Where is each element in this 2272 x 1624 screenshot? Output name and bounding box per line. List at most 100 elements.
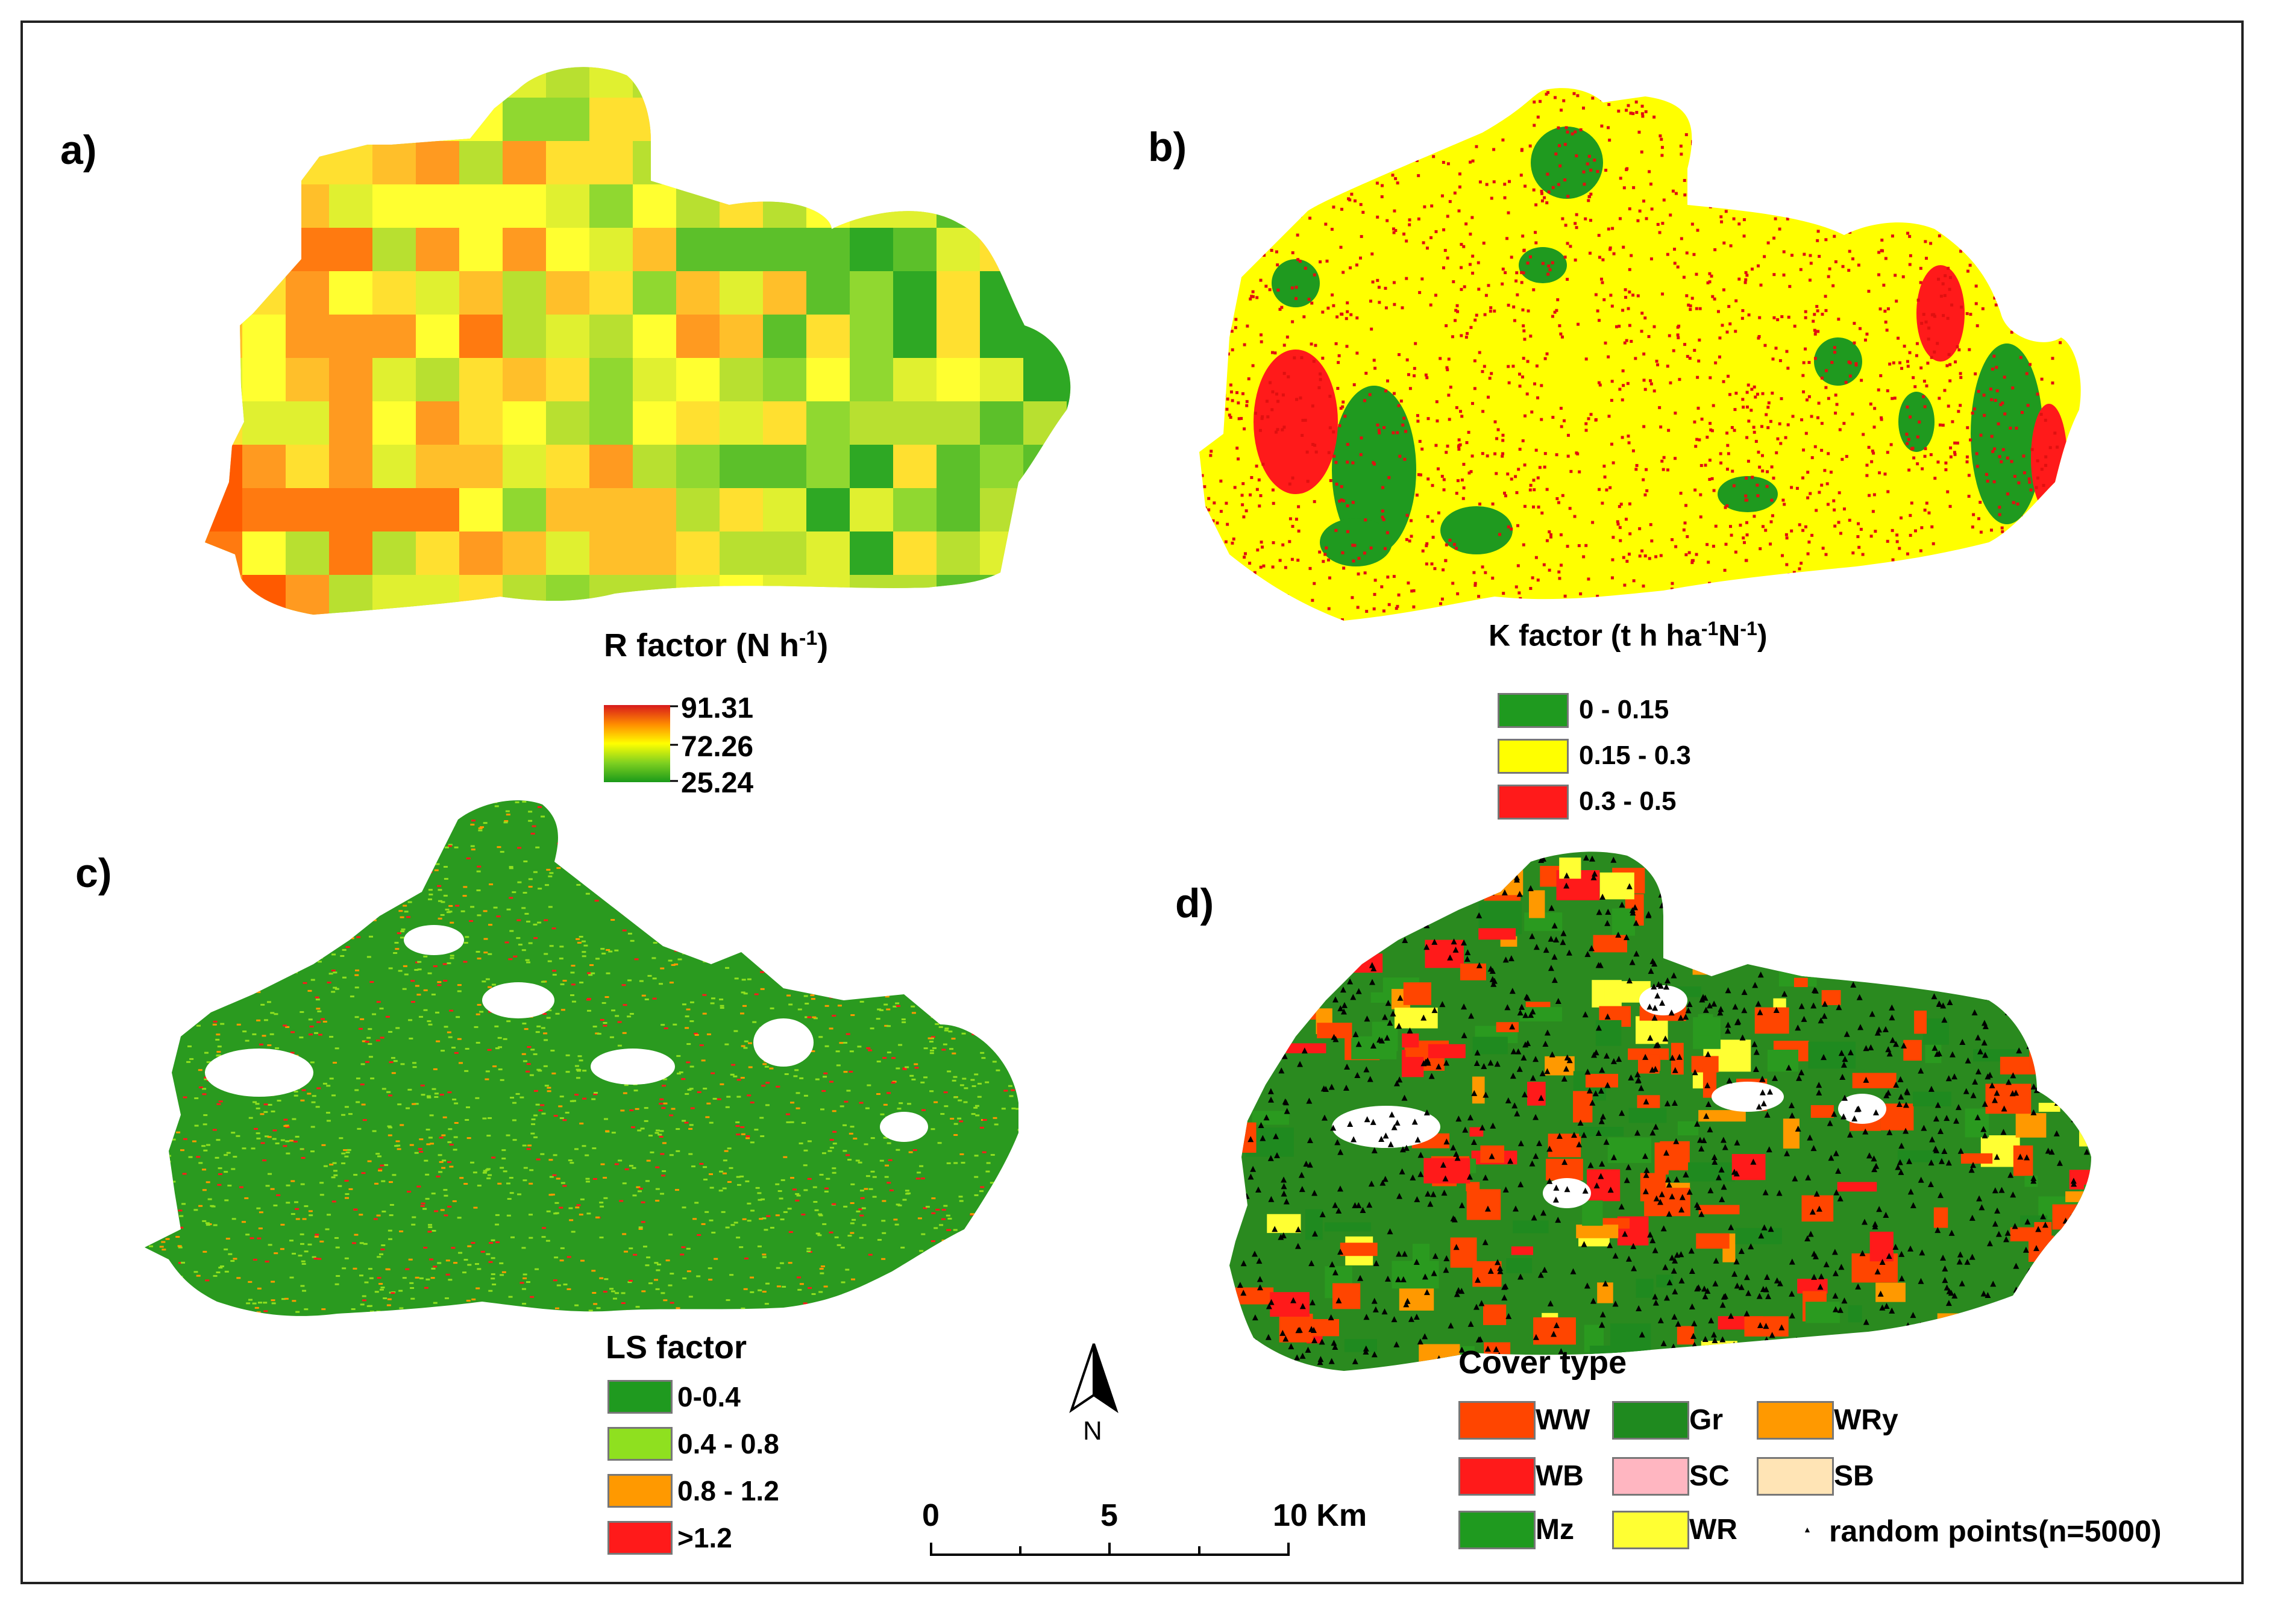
k-speck bbox=[1561, 217, 1564, 221]
k-speck bbox=[1886, 539, 1889, 543]
ls-speck bbox=[689, 929, 694, 932]
ls-speck bbox=[994, 1306, 999, 1309]
k-speck bbox=[1737, 222, 1741, 226]
ls-speck bbox=[506, 814, 510, 816]
ls-speck bbox=[786, 871, 791, 873]
k-speck bbox=[1475, 145, 1478, 148]
ls-speck bbox=[653, 859, 658, 861]
ls-speck bbox=[707, 1309, 712, 1311]
k-speck bbox=[1259, 565, 1263, 569]
k-speck bbox=[1967, 495, 1971, 498]
ls-speck bbox=[864, 1188, 868, 1190]
k-speck bbox=[1226, 397, 1229, 401]
r-cell bbox=[980, 575, 1024, 615]
k-speck bbox=[1968, 438, 1972, 442]
k-speck bbox=[1983, 413, 1986, 417]
k-speck bbox=[1200, 253, 1203, 257]
ls-speck bbox=[894, 1223, 899, 1226]
k-speck bbox=[1712, 404, 1715, 407]
ls-speck bbox=[1017, 1089, 1018, 1091]
k-speck bbox=[1786, 101, 1789, 104]
k-speck bbox=[1649, 257, 1653, 261]
k-speck bbox=[1655, 359, 1658, 363]
ls-speck bbox=[185, 1296, 190, 1299]
r-cell bbox=[980, 488, 1024, 532]
k-speck bbox=[1517, 591, 1521, 595]
k-speck bbox=[1522, 357, 1525, 360]
k-speck bbox=[1918, 181, 1922, 184]
ls-speck bbox=[465, 1106, 470, 1109]
k-speck bbox=[1956, 193, 1960, 197]
ls-speck bbox=[757, 875, 762, 877]
k-speck bbox=[1370, 327, 1373, 331]
ls-speck bbox=[698, 937, 703, 939]
ls-speck bbox=[784, 919, 789, 921]
ls-speck bbox=[847, 1235, 852, 1237]
k-speck bbox=[2022, 454, 2026, 458]
k-speck bbox=[1492, 148, 1496, 151]
ls-speck bbox=[381, 796, 386, 798]
ls-speck bbox=[358, 892, 363, 894]
k-speck bbox=[1766, 470, 1769, 474]
k-speck bbox=[1922, 380, 1926, 383]
ls-speck bbox=[920, 1177, 925, 1180]
k-speck bbox=[1308, 566, 1312, 570]
k-speck bbox=[1442, 488, 1446, 492]
k-speck bbox=[1911, 447, 1915, 450]
k-speck bbox=[1449, 385, 1452, 389]
ls-speck bbox=[227, 1184, 232, 1187]
ls-speck bbox=[952, 1052, 956, 1055]
k-speck bbox=[1610, 304, 1614, 308]
ls-speck bbox=[593, 1093, 598, 1096]
ls-speck bbox=[793, 1075, 798, 1077]
ls-speck bbox=[266, 878, 271, 880]
k-speck bbox=[1727, 305, 1731, 309]
ls-speck bbox=[315, 1106, 320, 1108]
ls-speck bbox=[189, 828, 194, 830]
k-speck bbox=[1736, 197, 1740, 201]
k-speck bbox=[1461, 497, 1465, 500]
k-speck bbox=[1265, 400, 1269, 403]
r-cell bbox=[242, 98, 286, 142]
k-speck bbox=[1353, 544, 1357, 547]
k-speck bbox=[1448, 199, 1452, 203]
k-speck bbox=[1756, 483, 1759, 487]
k-speck bbox=[1363, 551, 1366, 555]
ls-speck bbox=[402, 1277, 407, 1279]
ls-speck bbox=[905, 1066, 909, 1068]
k-speck bbox=[1892, 361, 1895, 365]
ls-speck bbox=[750, 946, 755, 948]
ls-speck bbox=[322, 1020, 327, 1023]
ls-speck bbox=[175, 1283, 180, 1285]
k-speck bbox=[1959, 375, 1963, 379]
k-speck bbox=[1560, 425, 1563, 428]
r-cell bbox=[1023, 531, 1067, 575]
k-speck bbox=[1372, 461, 1375, 465]
ls-speck bbox=[248, 848, 253, 850]
ls-speck bbox=[977, 1082, 982, 1085]
k-speck bbox=[1451, 335, 1454, 339]
k-speck bbox=[1481, 104, 1484, 108]
ls-speck bbox=[248, 967, 253, 970]
r-cell bbox=[589, 67, 633, 98]
ls-speck bbox=[868, 800, 873, 801]
ls-speck bbox=[669, 909, 674, 912]
ls-speck bbox=[284, 958, 289, 961]
r-cell bbox=[503, 575, 547, 615]
k-speck bbox=[1758, 93, 1762, 96]
ls-speck bbox=[213, 1224, 218, 1226]
ls-speck bbox=[652, 798, 656, 800]
k-speck bbox=[1991, 108, 1994, 112]
ls-speck bbox=[632, 1194, 637, 1197]
ls-speck bbox=[253, 1101, 257, 1103]
k-speck bbox=[1804, 316, 1807, 319]
k-speck bbox=[1406, 111, 1410, 114]
ls-speck bbox=[174, 888, 179, 891]
k-speck bbox=[1851, 257, 1855, 261]
k-speck bbox=[1523, 504, 1527, 508]
ls-speck bbox=[428, 1226, 433, 1228]
k-speck bbox=[1881, 249, 1884, 252]
ls-speck bbox=[509, 1177, 513, 1179]
ls-speck bbox=[689, 1001, 694, 1003]
ls-speck bbox=[621, 900, 626, 903]
